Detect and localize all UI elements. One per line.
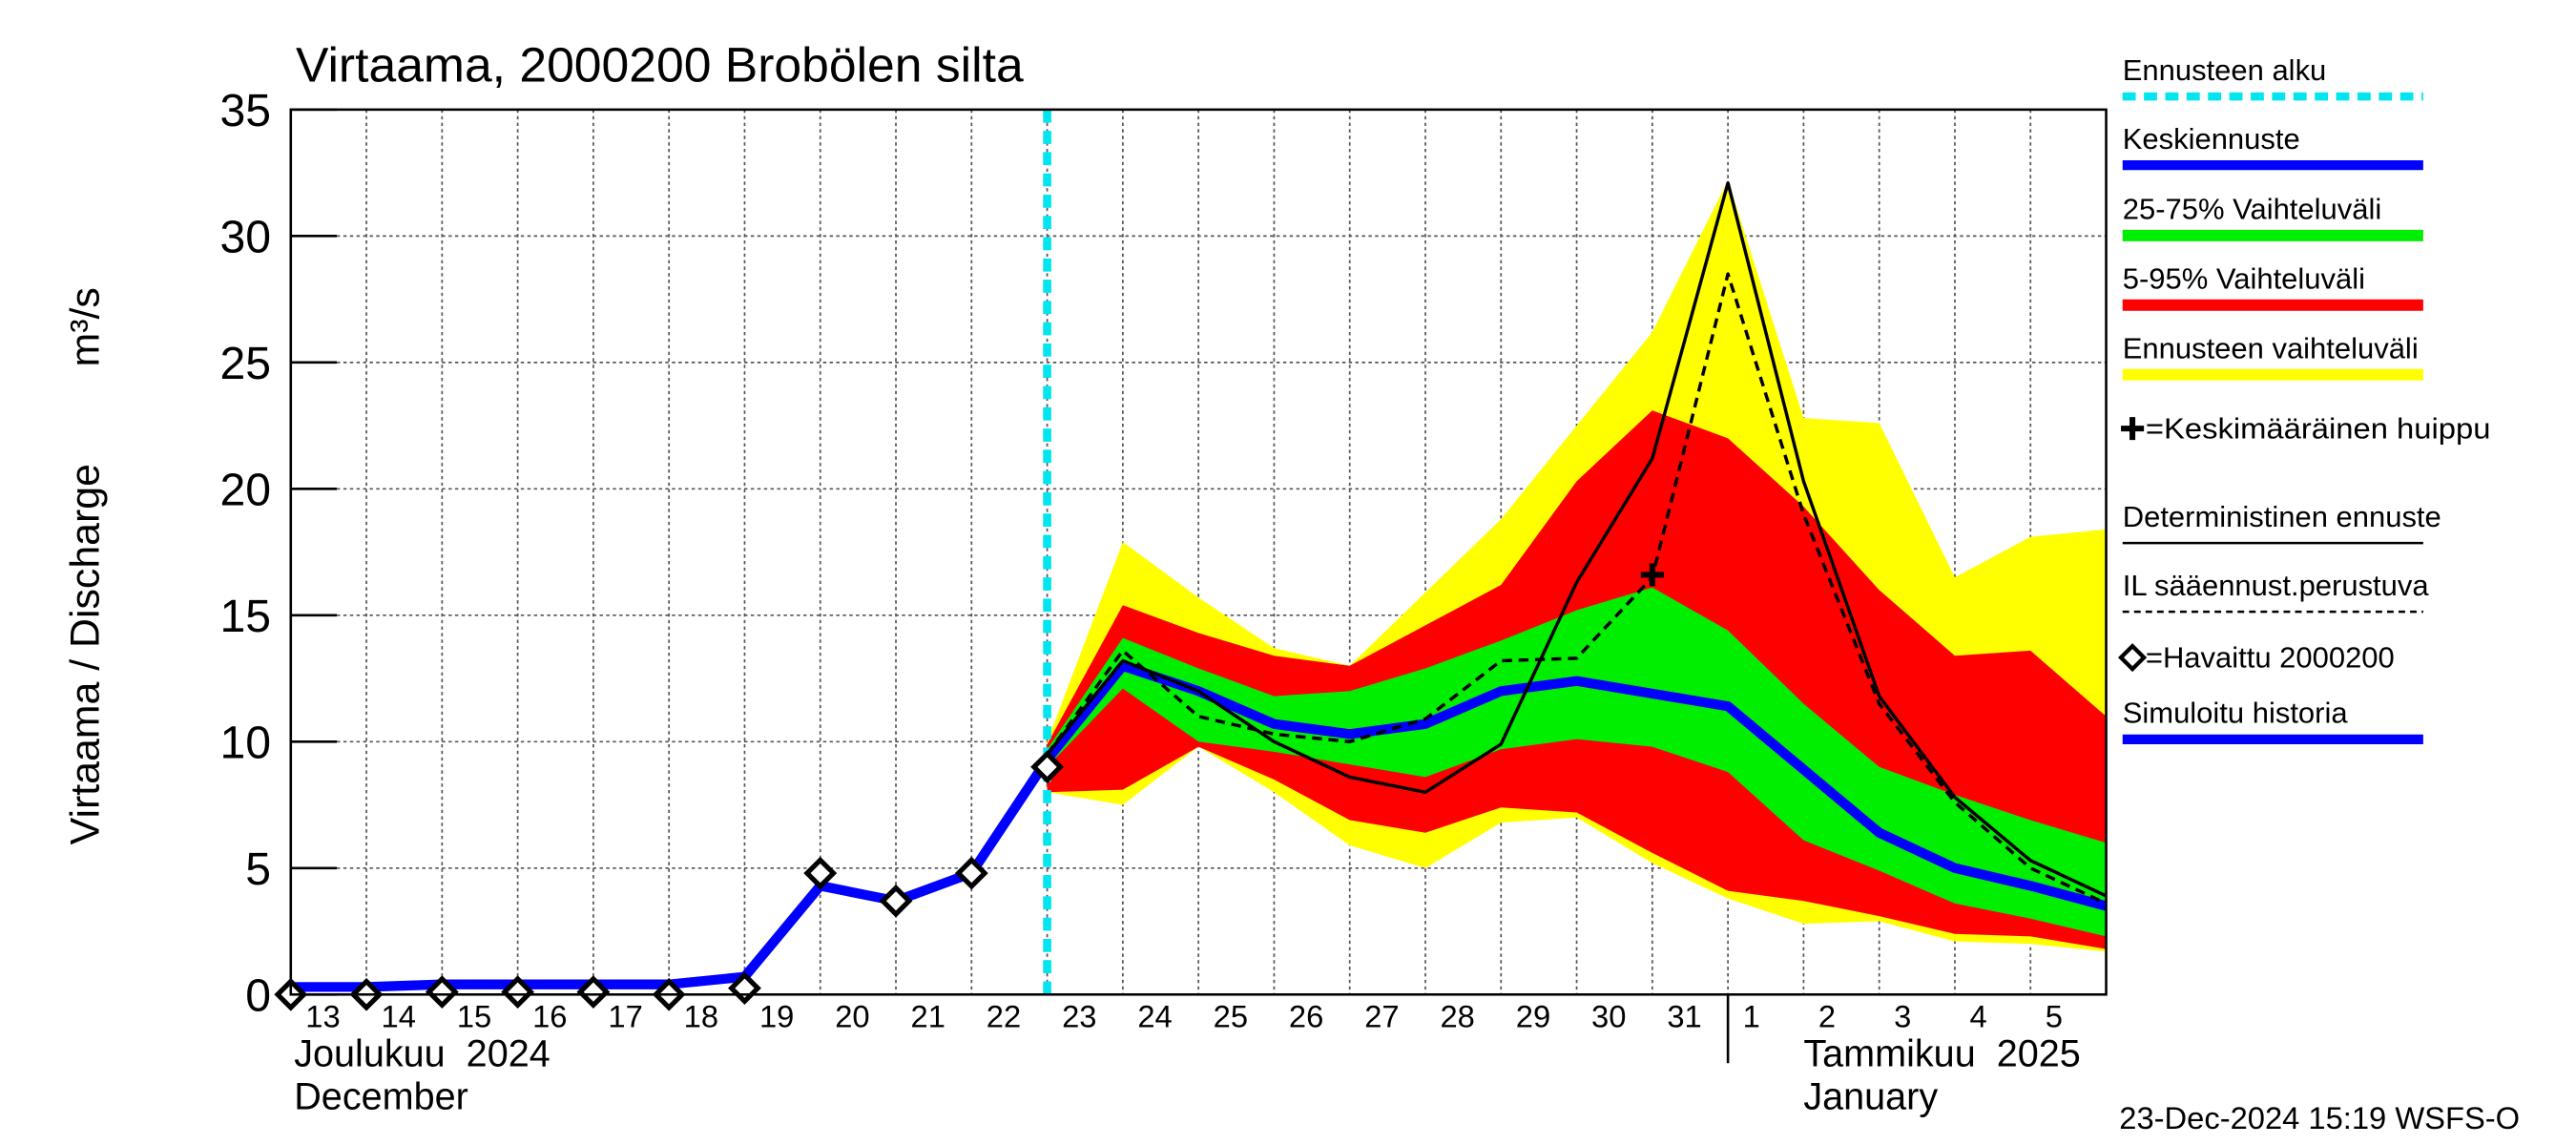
band <box>1047 587 2107 937</box>
y-tick-label: 10 <box>220 718 272 769</box>
x-tick-label: 5 <box>2046 999 2063 1034</box>
x-tick-label: 15 <box>457 999 491 1034</box>
x-tick-label: 31 <box>1667 999 1701 1034</box>
legend-label: =Havaittu 2000200 <box>2146 640 2395 674</box>
observed-point <box>803 856 838 890</box>
observed-point <box>576 975 611 1009</box>
legend-label: Ennusteen alku <box>2123 53 2327 87</box>
x-tick-label: 3 <box>1894 999 1911 1034</box>
y-tick-label: 30 <box>220 212 272 263</box>
legend-symbol <box>2117 643 2148 673</box>
legend-label: Simuloitu historia <box>2123 697 2349 730</box>
month-label: Tammikuu 2025 <box>1803 1033 2080 1075</box>
legend-label: 5-95% Vaihteluväli <box>2123 262 2365 296</box>
observed-point <box>879 884 913 918</box>
x-tick-label: 29 <box>1516 999 1550 1034</box>
x-tick-label: 20 <box>835 999 869 1034</box>
series-line <box>1046 180 2108 898</box>
x-tick-label: 21 <box>911 999 945 1034</box>
y-tick-label: 0 <box>245 970 271 1022</box>
series-line <box>1043 660 2108 911</box>
y-axis-label: Virtaama / Discharge <box>62 464 108 844</box>
plot-frame <box>289 108 2108 996</box>
x-tick-label: 1 <box>1743 999 1760 1034</box>
x-tick-label: 28 <box>1440 999 1474 1034</box>
x-tick-label: 22 <box>987 999 1021 1034</box>
month-label: Joulukuu 2024 <box>294 1033 551 1075</box>
x-tick-label: 16 <box>532 999 567 1034</box>
observed-point <box>425 975 459 1009</box>
observed-point <box>501 975 535 1009</box>
peak-marker <box>1640 563 1664 587</box>
y-tick-label: 20 <box>220 465 272 516</box>
series-line <box>1046 272 2108 906</box>
observed-point <box>954 856 988 890</box>
x-tick-label: 27 <box>1364 999 1399 1034</box>
legend-label: Ennusteen vaihteluväli <box>2123 331 2419 364</box>
y-tick-label: 15 <box>220 591 272 642</box>
x-tick-label: 19 <box>759 999 794 1034</box>
x-tick-label: 30 <box>1591 999 1626 1034</box>
legend-label: Deterministinen ennuste <box>2123 500 2441 533</box>
series-line <box>290 757 1051 992</box>
x-tick-label: 17 <box>608 999 642 1034</box>
legend-label: =Keskimääräinen huippu <box>2146 411 2491 445</box>
observed-point <box>1030 750 1065 784</box>
chart-title: Virtaama, 2000200 Brobölen silta <box>296 37 1024 93</box>
month-label-en: January <box>1803 1075 1938 1117</box>
legend-label: 25-75% Vaihteluväli <box>2123 193 2381 226</box>
x-tick-label: 2 <box>1818 999 1836 1034</box>
y-axis-unit: m³/s <box>62 287 108 366</box>
y-tick-label: 35 <box>220 85 272 136</box>
x-tick-label: 24 <box>1137 999 1172 1034</box>
month-label-en: December <box>294 1075 468 1117</box>
x-tick-label: 23 <box>1062 999 1096 1034</box>
x-tick-label: 4 <box>1969 999 1986 1034</box>
legend-symbol <box>2121 417 2145 441</box>
x-tick-label: 14 <box>382 999 416 1034</box>
timestamp: 23-Dec-2024 15:19 WSFS-O <box>2119 1100 2520 1135</box>
legend-label: IL sääennust.perustuva <box>2123 569 2430 602</box>
legend-label: Keskiennuste <box>2123 122 2300 156</box>
x-tick-label: 26 <box>1289 999 1323 1034</box>
x-tick-label: 13 <box>305 999 340 1034</box>
x-tick-label: 18 <box>684 999 718 1034</box>
y-tick-label: 25 <box>220 338 272 389</box>
x-tick-label: 25 <box>1214 999 1248 1034</box>
y-tick-label: 5 <box>245 843 271 895</box>
